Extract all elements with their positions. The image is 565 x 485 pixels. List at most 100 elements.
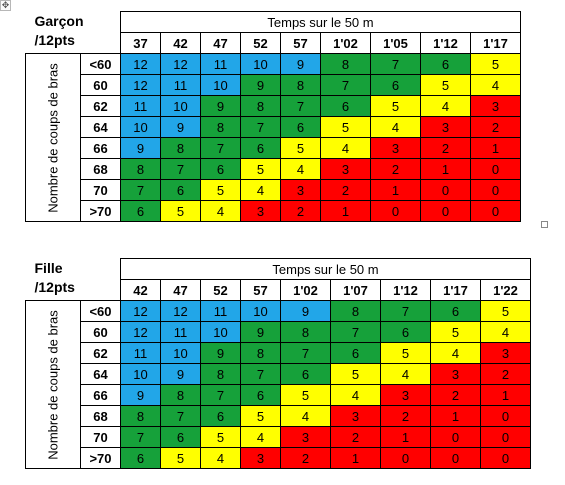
score-cell: 1 [480,384,531,406]
score-cell: 0 [430,426,481,448]
stroke-count-cell: >70 [80,447,121,469]
score-cell: 8 [120,158,161,180]
stroke-count-cell: 68 [80,405,121,427]
score-cell: 11 [160,74,201,96]
score-cell: 6 [160,179,201,201]
row-axis-label: Nombre de coups de bras [25,53,81,222]
score-cell: 4 [470,74,521,96]
score-cell: 6 [200,405,241,427]
score-cell: 6 [320,95,371,117]
score-cell: 12 [120,300,161,322]
score-cell: 3 [380,384,431,406]
stroke-count-cell: 62 [80,342,121,364]
score-cell: 7 [370,53,421,75]
time-header-cell: 1'17 [470,32,521,54]
score-cell: 7 [160,158,201,180]
time-header-row: 42 47 52 57 1'02 1'07 1'12 1'17 1'22 [26,279,531,301]
table-row: >70 6 5 4 3 2 1 0 0 0 [26,200,521,222]
table-row: 68 8 7 6 5 4 3 2 1 0 [26,405,531,427]
score-cell: 3 [330,405,381,427]
score-cell: 5 [320,116,371,138]
score-cell: 4 [200,447,241,469]
time-axis-title: Temps sur le 50 m [120,11,521,33]
score-cell: 6 [370,74,421,96]
stroke-count-cell: >70 [80,200,121,222]
time-axis-title: Temps sur le 50 m [120,258,531,280]
score-cell: 7 [200,137,241,159]
score-cell: 0 [420,179,471,201]
score-cell: 0 [470,200,521,222]
score-cell: 8 [120,405,161,427]
time-header-cell: 42 [160,32,201,54]
stroke-count-cell: 70 [80,179,121,201]
score-cell: 11 [200,53,241,75]
table-row: 62 11 10 9 8 7 6 5 4 3 [26,95,521,117]
score-cell: 2 [470,116,521,138]
table-row: 60 12 11 10 9 8 7 6 5 4 [26,321,531,343]
score-cell: 9 [160,116,201,138]
table-resize-handle[interactable] [541,221,548,228]
stroke-count-cell: 68 [80,158,121,180]
score-cell: 4 [240,179,281,201]
score-cell: 1 [320,200,371,222]
row-axis-label: Nombre de coups de bras [25,300,81,469]
row-axis-label-text: Nombre de coups de bras [45,62,61,213]
score-cell: 1 [430,405,481,427]
time-header-cell: 1'02 [280,279,331,301]
score-cell: 10 [200,321,241,343]
score-cell: 5 [430,321,481,343]
score-cell: 8 [280,74,321,96]
score-cell: 8 [160,384,201,406]
score-cell: 5 [480,300,531,322]
stroke-count-cell: 66 [80,137,121,159]
table-row: 60 12 11 10 9 8 7 6 5 4 [26,74,521,96]
score-cell: 5 [420,74,471,96]
score-cell: 11 [200,300,241,322]
score-cell: 3 [320,158,371,180]
score-cell: 0 [470,179,521,201]
score-cell: 7 [380,300,431,322]
score-cell: 8 [240,95,281,117]
table-row: 70 7 6 5 4 3 2 1 0 0 [26,179,521,201]
table-row: Nombre de coups de bras <60 12 12 11 10 9 8 7 6 5 [25,53,521,222]
score-cell: 3 [370,137,421,159]
score-cell: 9 [200,95,241,117]
table-row: 64 10 9 8 7 6 5 4 3 2 [26,363,531,385]
time-header-row: 37 42 47 52 57 1'02 1'05 1'12 1'17 [26,32,521,54]
girls-grading-table: Fille /12pts Temps sur le 50 m 42 47 52 57 1… [25,258,531,469]
score-cell: 9 [280,53,321,75]
score-cell: 9 [120,137,161,159]
score-cell: 5 [280,384,331,406]
score-cell: 0 [430,447,481,469]
score-cell: 0 [370,200,421,222]
table-label-line2: /12pts [34,278,75,295]
score-cell: 4 [200,200,241,222]
score-cell: 3 [240,200,281,222]
score-cell: 6 [380,321,431,343]
score-cell: 10 [240,53,281,75]
move-anchor-icon[interactable]: ✥ [0,0,11,11]
score-cell: 7 [320,74,371,96]
score-cell: 9 [240,321,281,343]
table-label-line2: /12pts [34,31,75,48]
score-cell: 12 [120,74,161,96]
score-cell: 6 [120,200,161,222]
score-cell: 7 [240,363,281,385]
score-cell: 2 [370,158,421,180]
score-cell: 9 [240,74,281,96]
stroke-count-cell: 64 [80,363,121,385]
score-cell: 3 [240,447,281,469]
score-cell: 4 [380,363,431,385]
time-header-cell: 1'05 [370,32,421,54]
table-label: Garçon /12pts [26,12,121,54]
score-cell: 3 [280,179,321,201]
score-cell: 8 [200,116,241,138]
table-row: 66 9 8 7 6 5 4 3 2 1 [26,384,531,406]
score-cell: 5 [200,426,241,448]
score-cell: 3 [470,95,521,117]
score-cell: 10 [240,300,281,322]
score-cell: 4 [280,405,331,427]
score-cell: 6 [280,116,321,138]
score-cell: 5 [380,342,431,364]
time-header-cell: 52 [240,32,281,54]
